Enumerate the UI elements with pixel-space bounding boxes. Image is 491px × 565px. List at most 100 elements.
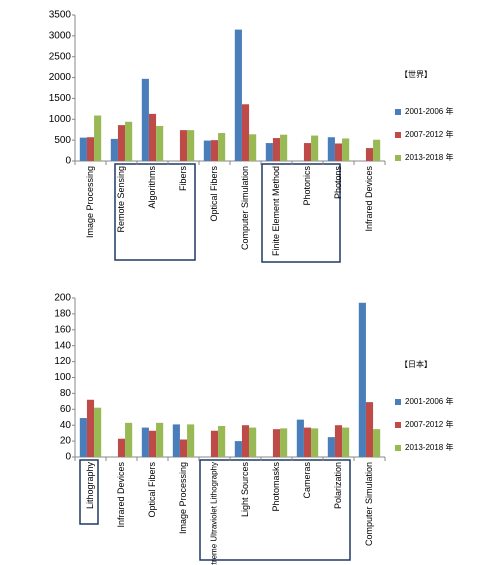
bar [303,143,312,161]
bar [234,29,242,161]
y-tick-label: 0 [65,452,71,463]
bar [265,143,273,161]
x-tick-label: Extreme Ultraviolet Lithography [210,462,219,565]
y-tick-label: 200 [54,293,71,304]
y-tick-label: 20 [60,436,72,447]
bar [249,427,257,457]
bar [358,302,366,457]
bar [94,115,102,161]
bar [311,428,319,457]
bar [117,438,126,457]
bar [272,429,281,457]
bar [141,427,149,457]
bar [296,419,304,457]
legend-swatch [395,132,401,138]
legend-label: 2013-2018 年 [405,152,453,162]
bar [365,148,374,161]
y-tick-label: 140 [54,340,71,351]
legend-swatch [395,109,401,115]
bar [249,134,257,161]
bar [141,78,149,161]
legend-swatch [395,445,401,451]
bar [342,138,350,161]
x-tick-label: Image Processing [85,166,95,238]
bar [94,407,102,457]
y-tick-label: 160 [54,324,71,335]
x-tick-label: Cameras [302,462,312,499]
legend-swatch [395,155,401,161]
bar [156,422,164,457]
bar [86,137,95,161]
y-tick-label: 1000 [49,114,72,125]
bar [241,104,250,161]
bar [272,138,281,161]
bar [179,439,188,457]
bar [280,428,288,457]
bar [79,418,87,457]
y-tick-label: 100 [54,372,71,383]
bar [79,137,87,161]
bar [342,427,350,457]
x-tick-label: Algorithms [147,166,157,209]
legend-label: 2007-2012 年 [405,419,453,429]
x-tick-label: Lithography [85,462,95,510]
bar [156,125,164,161]
bar [327,137,335,161]
x-tick-label: Optical Fibers [147,462,157,518]
y-tick-label: 80 [60,388,72,399]
x-tick-label: Light Sources [240,462,250,518]
bar [117,125,126,161]
x-tick-label: Photons [333,166,343,200]
bar [373,139,381,161]
legend-title: 【世界】 [400,69,432,79]
group-box [261,163,341,263]
x-tick-label: Polarization [333,462,343,509]
y-tick-label: 2000 [49,72,72,83]
bar [218,133,226,161]
bar [203,140,211,161]
y-tick-label: 120 [54,356,71,367]
bar [172,424,180,457]
legend-label: 2001-2006 年 [405,396,453,406]
x-tick-label: Photomasks [271,462,281,512]
bar [303,427,312,457]
legend-title: 【日本】 [400,359,432,369]
legend-label: 2013-2018 年 [405,442,453,452]
x-tick-label: Fibers [178,166,188,192]
bar [125,121,133,161]
y-tick-label: 1500 [49,93,72,104]
x-tick-label: Remote Sensing [116,166,126,233]
x-tick-label: Image Processing [178,462,188,534]
bar [179,130,188,161]
bar [334,425,343,457]
group-box [114,163,196,261]
x-tick-label: Finite Element Method [271,166,281,256]
bar [148,113,157,161]
bar [334,143,343,161]
bar [210,140,219,161]
x-tick-label: Computer Simulation [240,166,250,250]
bar [210,430,219,457]
bar [241,425,250,457]
bar [148,430,157,457]
bar [327,437,335,457]
bar [125,422,133,457]
legend-label: 2007-2012 年 [405,129,453,139]
bar [218,425,226,457]
bar [373,429,381,457]
bar [187,424,195,457]
y-tick-label: 40 [60,420,72,431]
bar [86,399,95,457]
y-tick-label: 3000 [49,30,72,41]
x-tick-label: Infrared Devices [116,462,126,528]
bar [234,441,242,457]
bar [110,138,118,161]
legend-label: 2001-2006 年 [405,106,453,116]
legend-swatch [395,422,401,428]
x-tick-label: Infrared Devices [364,166,374,232]
y-tick-label: 2500 [49,51,72,62]
bar [311,135,319,161]
group-box [79,459,99,525]
x-tick-label: Optical Fibers [209,166,219,222]
